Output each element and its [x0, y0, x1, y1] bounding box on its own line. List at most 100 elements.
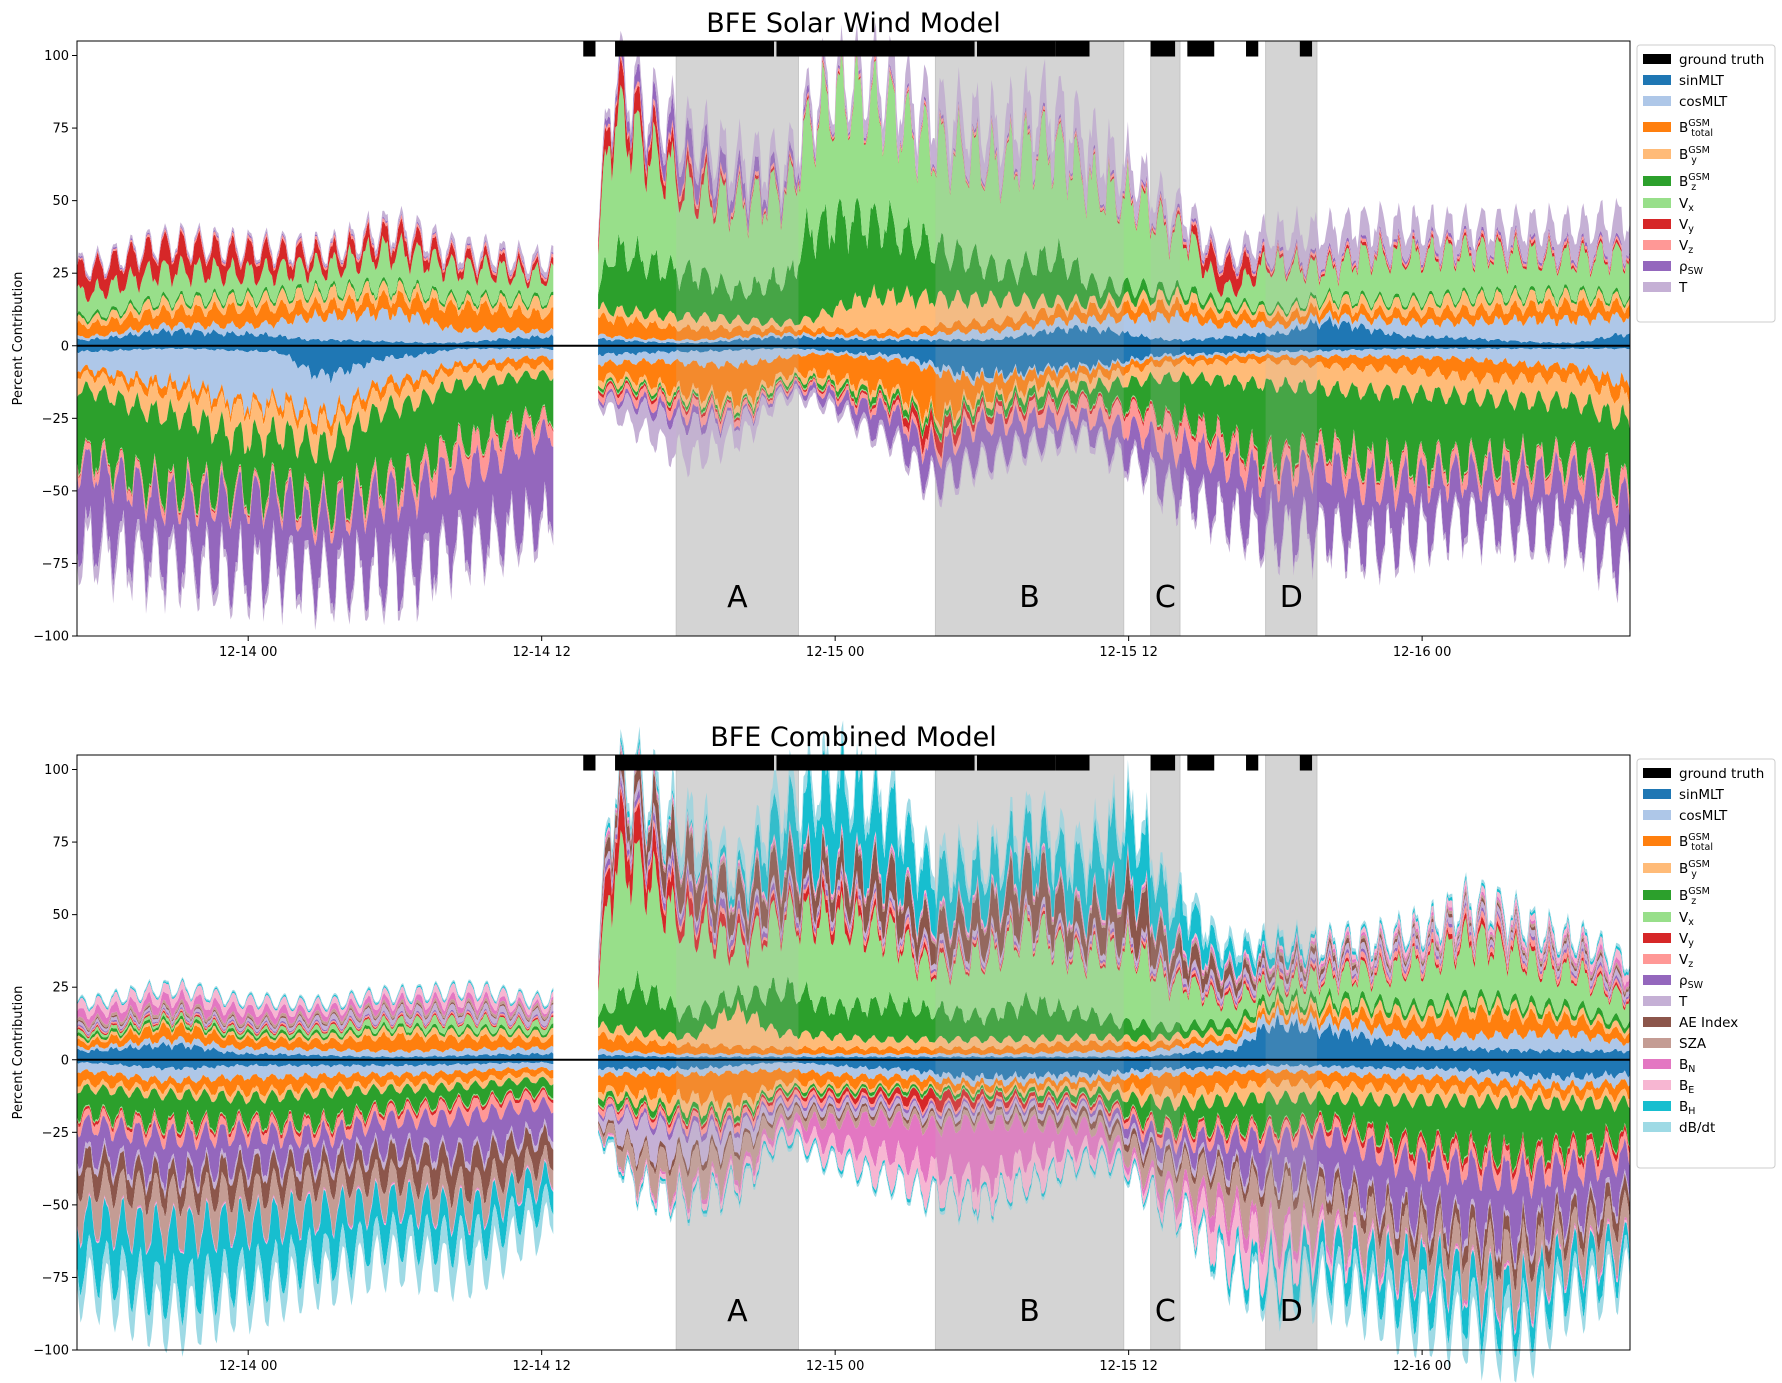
- area-sinMLT-pos: [77, 1041, 554, 1060]
- area-Bz-pos: [598, 969, 1630, 1044]
- area-SZA-neg: [77, 1145, 554, 1261]
- chart-title: BFE Combined Model: [710, 722, 997, 753]
- area-Btotal-neg: [77, 1066, 554, 1098]
- y-tick-label: 25: [52, 267, 69, 282]
- area-BH-pos: [598, 736, 1630, 982]
- region-overlay-C: [1150, 755, 1180, 1350]
- legend-swatch-ground_truth: [1643, 54, 1671, 64]
- axes-frame: [76, 40, 1631, 637]
- ground-truth-bar: [977, 755, 1056, 771]
- area-By-neg: [77, 361, 554, 464]
- y-tick-label: 100: [44, 763, 69, 778]
- ground-truth-bar: [615, 755, 775, 771]
- area-BE-pos: [77, 979, 554, 1020]
- ground-truth-bar: [1055, 755, 1090, 771]
- legend-swatch-Vz: [1643, 954, 1671, 964]
- legend-label-T: T: [1678, 280, 1688, 296]
- area-Vz-neg: [598, 377, 1630, 527]
- legend-swatch-cosMLT: [1643, 96, 1671, 106]
- area-dBdt-pos: [77, 977, 554, 1011]
- legend-swatch-By: [1643, 149, 1671, 159]
- x-tick-label: 12-14 12: [512, 645, 570, 660]
- area-T-neg: [77, 1118, 554, 1200]
- y-tick-label: −25: [42, 412, 69, 427]
- area-BH-pos: [77, 978, 554, 1013]
- area-sinMLT-neg: [598, 1059, 1630, 1082]
- legend-swatch-Vy: [1643, 933, 1671, 943]
- ground-truth-bar: [583, 41, 596, 57]
- legend-label-cosMLT: cosMLT: [1679, 808, 1728, 824]
- area-dBdt-neg: [77, 1183, 554, 1357]
- y-axis-label: Percent Contribution: [11, 986, 26, 1120]
- area-sinMLT-pos: [598, 315, 1630, 346]
- area-rho-neg: [598, 1093, 1630, 1265]
- x-tick-label: 12-15 00: [806, 1359, 864, 1374]
- area-Btotal-neg: [598, 1067, 1630, 1112]
- legend-swatch-sinMLT: [1643, 789, 1671, 799]
- legend-label-ground_truth: ground truth: [1679, 52, 1764, 68]
- y-tick-label: −100: [33, 1344, 69, 1359]
- ground-truth-bar: [615, 41, 775, 57]
- ground-truth-bar: [776, 755, 975, 771]
- area-Vx-neg: [598, 375, 1630, 507]
- legend-swatch-Btotal: [1643, 122, 1671, 132]
- area-cosMLT-neg: [77, 1061, 554, 1084]
- area-By-neg: [598, 1077, 1630, 1123]
- area-BH-neg: [77, 1160, 554, 1327]
- legend-swatch-BE: [1643, 1080, 1671, 1090]
- ground-truth-bar: [1299, 41, 1313, 57]
- legend-swatch-T: [1643, 282, 1671, 292]
- legend-swatch-Vx: [1643, 912, 1671, 922]
- area-rho-neg: [77, 1096, 554, 1193]
- area-sinMLT-neg: [77, 345, 554, 384]
- legend-label-ground_truth: ground truth: [1679, 766, 1764, 782]
- y-tick-label: 50: [52, 194, 69, 209]
- legend-swatch-Btotal: [1643, 836, 1671, 846]
- area-Vz-pos: [77, 1008, 554, 1037]
- area-Bz-neg: [598, 371, 1630, 505]
- legend-swatch-cosMLT: [1643, 810, 1671, 820]
- area-By-pos: [598, 991, 1630, 1051]
- area-Vy-neg: [598, 1086, 1630, 1183]
- legend-label-T: T: [1678, 994, 1688, 1010]
- legend-swatch-sinMLT: [1643, 75, 1671, 85]
- x-tick-label: 12-14 12: [512, 1359, 570, 1374]
- area-Vz-neg: [77, 406, 554, 547]
- ground-truth-bar: [1246, 755, 1259, 771]
- legend-label-sinMLT: sinMLT: [1679, 73, 1725, 89]
- area-BE-neg: [598, 1117, 1630, 1336]
- area-Vy-pos: [598, 787, 1630, 1012]
- area-Vy-neg: [77, 405, 554, 537]
- y-tick-label: 50: [52, 908, 69, 923]
- y-tick-label: −50: [42, 1198, 69, 1213]
- legend-label-cosMLT: cosMLT: [1679, 94, 1728, 110]
- legend-label-AE: AE Index: [1679, 1015, 1738, 1031]
- area-sinMLT-pos: [77, 327, 554, 346]
- area-BN-pos: [77, 988, 554, 1029]
- y-tick-label: −25: [42, 1126, 69, 1141]
- region-overlay-D: [1265, 755, 1317, 1350]
- region-label-B: B: [1019, 1294, 1040, 1329]
- area-Btotal-neg: [77, 355, 554, 437]
- x-tick-label: 12-16 00: [1393, 1359, 1451, 1374]
- panel-2: A B C D 100 75 50 25 0 −25 −50 −75 −100 12-14 00 12-14…: [11, 720, 1776, 1383]
- x-tick-label: 12-16 00: [1393, 645, 1451, 660]
- legend-swatch-Bz: [1643, 890, 1671, 900]
- area-Bz-neg: [77, 1076, 554, 1136]
- area-Vx-pos: [598, 830, 1630, 1033]
- area-cosMLT-pos: [598, 309, 1630, 344]
- area-Vz-neg: [77, 1089, 554, 1151]
- legend-swatch-T: [1643, 996, 1671, 1006]
- legend-swatch-rho: [1643, 975, 1671, 985]
- area-Bz-pos: [77, 1015, 554, 1044]
- y-tick-label: 0: [61, 339, 69, 354]
- panel-1: A B C D 100 75 50 25 0 −25 −50 −75 −100 12-14 00 12-14…: [11, 8, 1776, 660]
- legend-swatch-Vy: [1643, 219, 1671, 229]
- area-BN-neg: [598, 1108, 1630, 1333]
- y-tick-label: 100: [44, 49, 69, 64]
- area-cosMLT-pos: [77, 306, 554, 344]
- area-Vx-pos: [598, 47, 1630, 315]
